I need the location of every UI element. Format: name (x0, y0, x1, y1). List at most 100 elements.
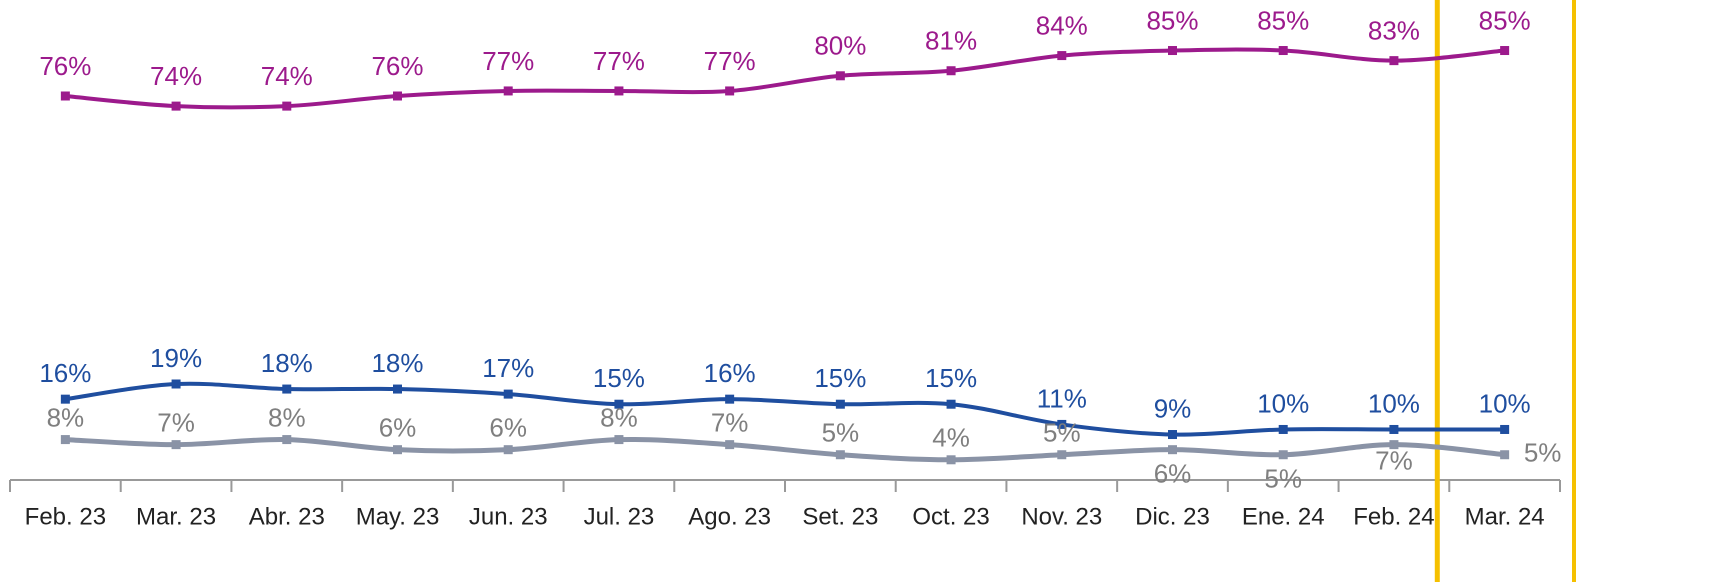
point-marker (1057, 51, 1067, 61)
point-marker (835, 399, 845, 409)
point-marker (1389, 424, 1399, 434)
data-label: 77% (704, 46, 756, 76)
data-label: 15% (814, 363, 866, 393)
point-marker (60, 435, 70, 445)
data-label: 76% (371, 51, 423, 81)
point-marker (1389, 440, 1399, 450)
data-label: 5% (1264, 464, 1302, 494)
point-marker (60, 394, 70, 404)
x-tick-label: Feb. 24 (1353, 503, 1434, 530)
point-marker (614, 86, 624, 96)
data-label: 77% (593, 46, 645, 76)
point-marker (282, 101, 292, 111)
data-label: 5% (822, 418, 860, 448)
point-marker (1278, 424, 1288, 434)
point-marker (725, 394, 735, 404)
data-label: 77% (482, 46, 534, 76)
point-marker (503, 445, 513, 455)
point-marker (171, 440, 181, 450)
data-label: 76% (39, 51, 91, 81)
data-label: 18% (261, 348, 313, 378)
data-label: 16% (704, 358, 756, 388)
point-marker (171, 101, 181, 111)
data-label: 7% (711, 408, 749, 438)
x-tick-label: Mar. 23 (136, 503, 216, 530)
data-label: 74% (150, 61, 202, 91)
point-marker (946, 455, 956, 465)
data-label: 10% (1368, 388, 1420, 418)
data-label: 8% (268, 402, 306, 432)
data-label: 10% (1257, 388, 1309, 418)
x-tick-label: Feb. 23 (25, 503, 106, 530)
data-label: 19% (150, 343, 202, 373)
x-tick-label: May. 23 (356, 503, 440, 530)
data-label: 5% (1524, 438, 1562, 468)
data-label: 4% (932, 423, 970, 453)
point-marker (393, 445, 402, 455)
x-tick-label: Jun. 23 (469, 503, 548, 530)
point-marker (282, 384, 292, 394)
point-marker (503, 86, 513, 96)
point-marker (946, 399, 956, 409)
x-tick-label: Mar. 24 (1465, 503, 1545, 530)
point-marker (725, 440, 735, 450)
data-label: 6% (1154, 459, 1192, 489)
point-marker (614, 435, 624, 445)
x-tick-label: Abr. 23 (249, 503, 325, 530)
data-label: 9% (1154, 393, 1192, 423)
data-label: 17% (482, 353, 534, 383)
data-label: 7% (1375, 446, 1413, 476)
x-tick-label: Dic. 23 (1135, 503, 1210, 530)
data-label: 81% (925, 26, 977, 56)
data-label: 85% (1257, 5, 1309, 35)
point-marker (1278, 46, 1288, 56)
x-tick-label: Ene. 24 (1242, 503, 1325, 530)
point-marker (1168, 430, 1177, 440)
data-label: 6% (379, 413, 417, 443)
point-marker (835, 71, 845, 81)
point-marker (1168, 445, 1177, 455)
x-tick-label: Ago. 23 (688, 503, 771, 530)
point-marker (1389, 56, 1399, 66)
data-label: 74% (261, 61, 313, 91)
point-marker (1500, 424, 1510, 434)
x-tick-label: Jul. 23 (584, 503, 655, 530)
point-marker (171, 379, 181, 389)
data-label: 7% (157, 408, 195, 438)
point-marker (614, 399, 624, 409)
x-tick-label: Nov. 23 (1021, 503, 1102, 530)
data-label: 8% (47, 402, 85, 432)
data-label: 8% (600, 402, 638, 432)
data-label: 18% (371, 348, 423, 378)
series-line (65, 436, 1505, 463)
point-marker (60, 91, 70, 101)
point-marker (1500, 46, 1510, 56)
data-label: 85% (1146, 5, 1198, 35)
data-label: 6% (489, 413, 527, 443)
data-label: 11% (1037, 383, 1087, 413)
x-tick-label: Set. 23 (802, 503, 878, 530)
series-line (65, 381, 1505, 437)
point-marker (282, 435, 292, 445)
data-label: 10% (1479, 388, 1531, 418)
data-label: 84% (1036, 10, 1088, 40)
point-marker (725, 86, 735, 96)
data-label: 5% (1043, 418, 1081, 448)
data-label: 15% (925, 363, 977, 393)
point-marker (1168, 46, 1177, 56)
data-label: 16% (39, 358, 91, 388)
data-label: 80% (814, 31, 866, 61)
data-label: 83% (1368, 16, 1420, 46)
point-marker (1057, 419, 1067, 429)
point-marker (503, 389, 513, 399)
point-marker (1500, 450, 1510, 460)
series-line (65, 47, 1505, 110)
point-marker (1057, 450, 1067, 460)
point-marker (393, 384, 402, 394)
x-tick-label: Oct. 23 (912, 503, 989, 530)
point-marker (393, 91, 402, 101)
data-label: 85% (1479, 5, 1531, 35)
point-marker (1278, 450, 1288, 460)
point-marker (835, 450, 845, 460)
